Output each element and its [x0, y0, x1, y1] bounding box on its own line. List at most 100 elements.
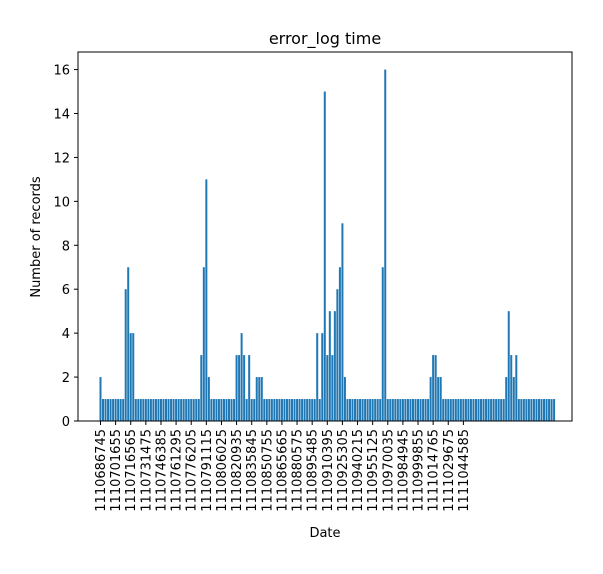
- bar: [371, 399, 374, 421]
- y-axis: 0 2 4 6 8 10 12 14 16: [53, 64, 78, 430]
- bar: [356, 399, 359, 421]
- bar: [157, 399, 160, 421]
- x-tick-label: 1110865665: [275, 429, 290, 512]
- bar: [449, 399, 452, 421]
- bar: [333, 311, 336, 421]
- bar: [532, 399, 535, 421]
- bar: [530, 399, 533, 421]
- x-tick-label: 1110880575: [291, 429, 306, 512]
- bar: [268, 399, 271, 421]
- bar: [477, 399, 480, 421]
- bar: [119, 399, 122, 421]
- bar: [258, 377, 261, 421]
- bar: [548, 399, 551, 421]
- bar: [452, 399, 455, 421]
- bar: [540, 399, 543, 421]
- x-tick-label: 1111029675: [442, 429, 457, 512]
- bar: [311, 399, 314, 421]
- bar: [545, 399, 548, 421]
- bar: [233, 399, 236, 421]
- bar: [404, 399, 407, 421]
- bar: [442, 399, 445, 421]
- y-tick-label: 6: [62, 283, 70, 298]
- bar: [253, 399, 256, 421]
- bar: [293, 399, 296, 421]
- bar: [172, 399, 175, 421]
- bar: [124, 289, 127, 421]
- x-tick-label: 1110791115: [200, 429, 215, 512]
- bar: [182, 399, 185, 421]
- y-tick-label: 16: [53, 64, 70, 79]
- bar: [245, 399, 248, 421]
- bar: [104, 399, 107, 421]
- bar: [361, 399, 364, 421]
- bar: [192, 399, 195, 421]
- bar: [207, 377, 210, 421]
- bar: [427, 399, 430, 421]
- bar: [220, 399, 223, 421]
- x-tick-label: 1110776205: [185, 429, 200, 512]
- bar: [492, 399, 495, 421]
- bar: [550, 399, 553, 421]
- x-tick-label: 1110999855: [412, 429, 427, 512]
- bars-group: [99, 69, 556, 421]
- bar: [139, 399, 142, 421]
- bar: [323, 91, 326, 421]
- bar: [137, 399, 140, 421]
- bar: [482, 399, 485, 421]
- x-tick-label: 1110895485: [306, 429, 321, 512]
- bar: [195, 399, 198, 421]
- bar: [454, 399, 457, 421]
- bar: [162, 399, 165, 421]
- bar: [328, 311, 331, 421]
- bar: [210, 399, 213, 421]
- x-tick-label: 1110940215: [351, 429, 366, 512]
- bar: [185, 399, 188, 421]
- bar: [386, 399, 389, 421]
- bar: [144, 399, 147, 421]
- bar: [419, 399, 422, 421]
- bar: [180, 399, 183, 421]
- bar: [142, 399, 145, 421]
- bar: [485, 399, 488, 421]
- x-tick-label: 1110746385: [154, 429, 169, 512]
- bar: [515, 355, 518, 421]
- x-tick-label: 1110761295: [170, 429, 185, 512]
- bar: [374, 399, 377, 421]
- bar: [187, 399, 190, 421]
- bar: [500, 399, 503, 421]
- y-tick-label: 0: [62, 415, 70, 430]
- bar: [235, 355, 238, 421]
- bar: [354, 399, 357, 421]
- bar: [543, 399, 546, 421]
- bar: [429, 377, 432, 421]
- bar: [472, 399, 475, 421]
- x-tick-label: 1111044585: [457, 429, 472, 512]
- bar: [364, 399, 367, 421]
- x-tick-label: 1110850755: [260, 429, 275, 512]
- bar: [265, 399, 268, 421]
- bar: [122, 399, 125, 421]
- x-tick-label: 1110686745: [94, 429, 109, 512]
- bar: [348, 399, 351, 421]
- bar: [351, 399, 354, 421]
- bar: [331, 355, 334, 421]
- x-tick-label: 1110970035: [381, 429, 396, 512]
- bar: [132, 333, 135, 421]
- x-axis: 1110686745 1110701655 1110716565 1110731475…: [94, 421, 472, 512]
- x-tick-label: 1110925305: [336, 429, 351, 512]
- bar: [316, 333, 319, 421]
- bar: [409, 399, 412, 421]
- bar: [396, 399, 399, 421]
- bar: [129, 333, 132, 421]
- bar: [318, 399, 321, 421]
- bar: [217, 399, 220, 421]
- bar: [165, 399, 168, 421]
- bar: [205, 179, 208, 421]
- bar: [437, 377, 440, 421]
- bar: [510, 355, 513, 421]
- bar: [102, 399, 105, 421]
- bar: [507, 311, 510, 421]
- bar: [414, 399, 417, 421]
